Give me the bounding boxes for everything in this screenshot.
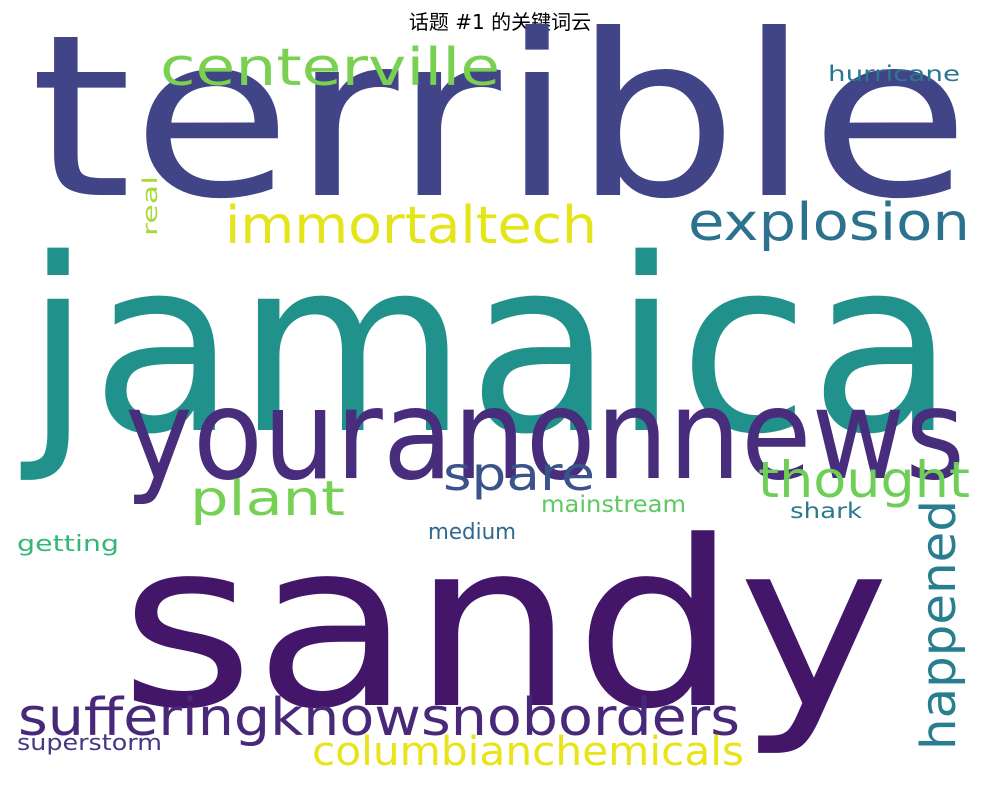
word-centerville: centerville: [160, 38, 500, 98]
word-terrible: terrible: [30, 0, 970, 249]
word-explosion: explosion: [688, 193, 970, 253]
word-jamaica: jamaica: [20, 207, 955, 487]
word-plant: plant: [190, 471, 345, 527]
word-superstorm: superstorm: [17, 731, 162, 756]
chart-title: 话题 #1 的关键词云: [408, 10, 592, 34]
word-real: real: [138, 176, 162, 236]
word-sandy: sandy: [120, 493, 890, 760]
word-mainstream: mainstream: [541, 492, 686, 518]
word-youranonnews: youranonnews: [125, 363, 965, 508]
word-thought: thought: [758, 451, 970, 509]
word-immortaltech: immortaltech: [225, 196, 597, 256]
word-sufferingknowsnoborders: sufferingknowsnoborders: [18, 688, 740, 748]
word-columbianchemicals: columbianchemicals: [312, 729, 744, 775]
word-getting: getting: [17, 532, 119, 557]
word-happened: happened: [911, 500, 967, 750]
word-medium: medium: [428, 520, 516, 545]
word-spare: spare: [443, 447, 595, 501]
word-hurricane: hurricane: [828, 62, 960, 86]
word-shark: shark: [790, 499, 863, 523]
